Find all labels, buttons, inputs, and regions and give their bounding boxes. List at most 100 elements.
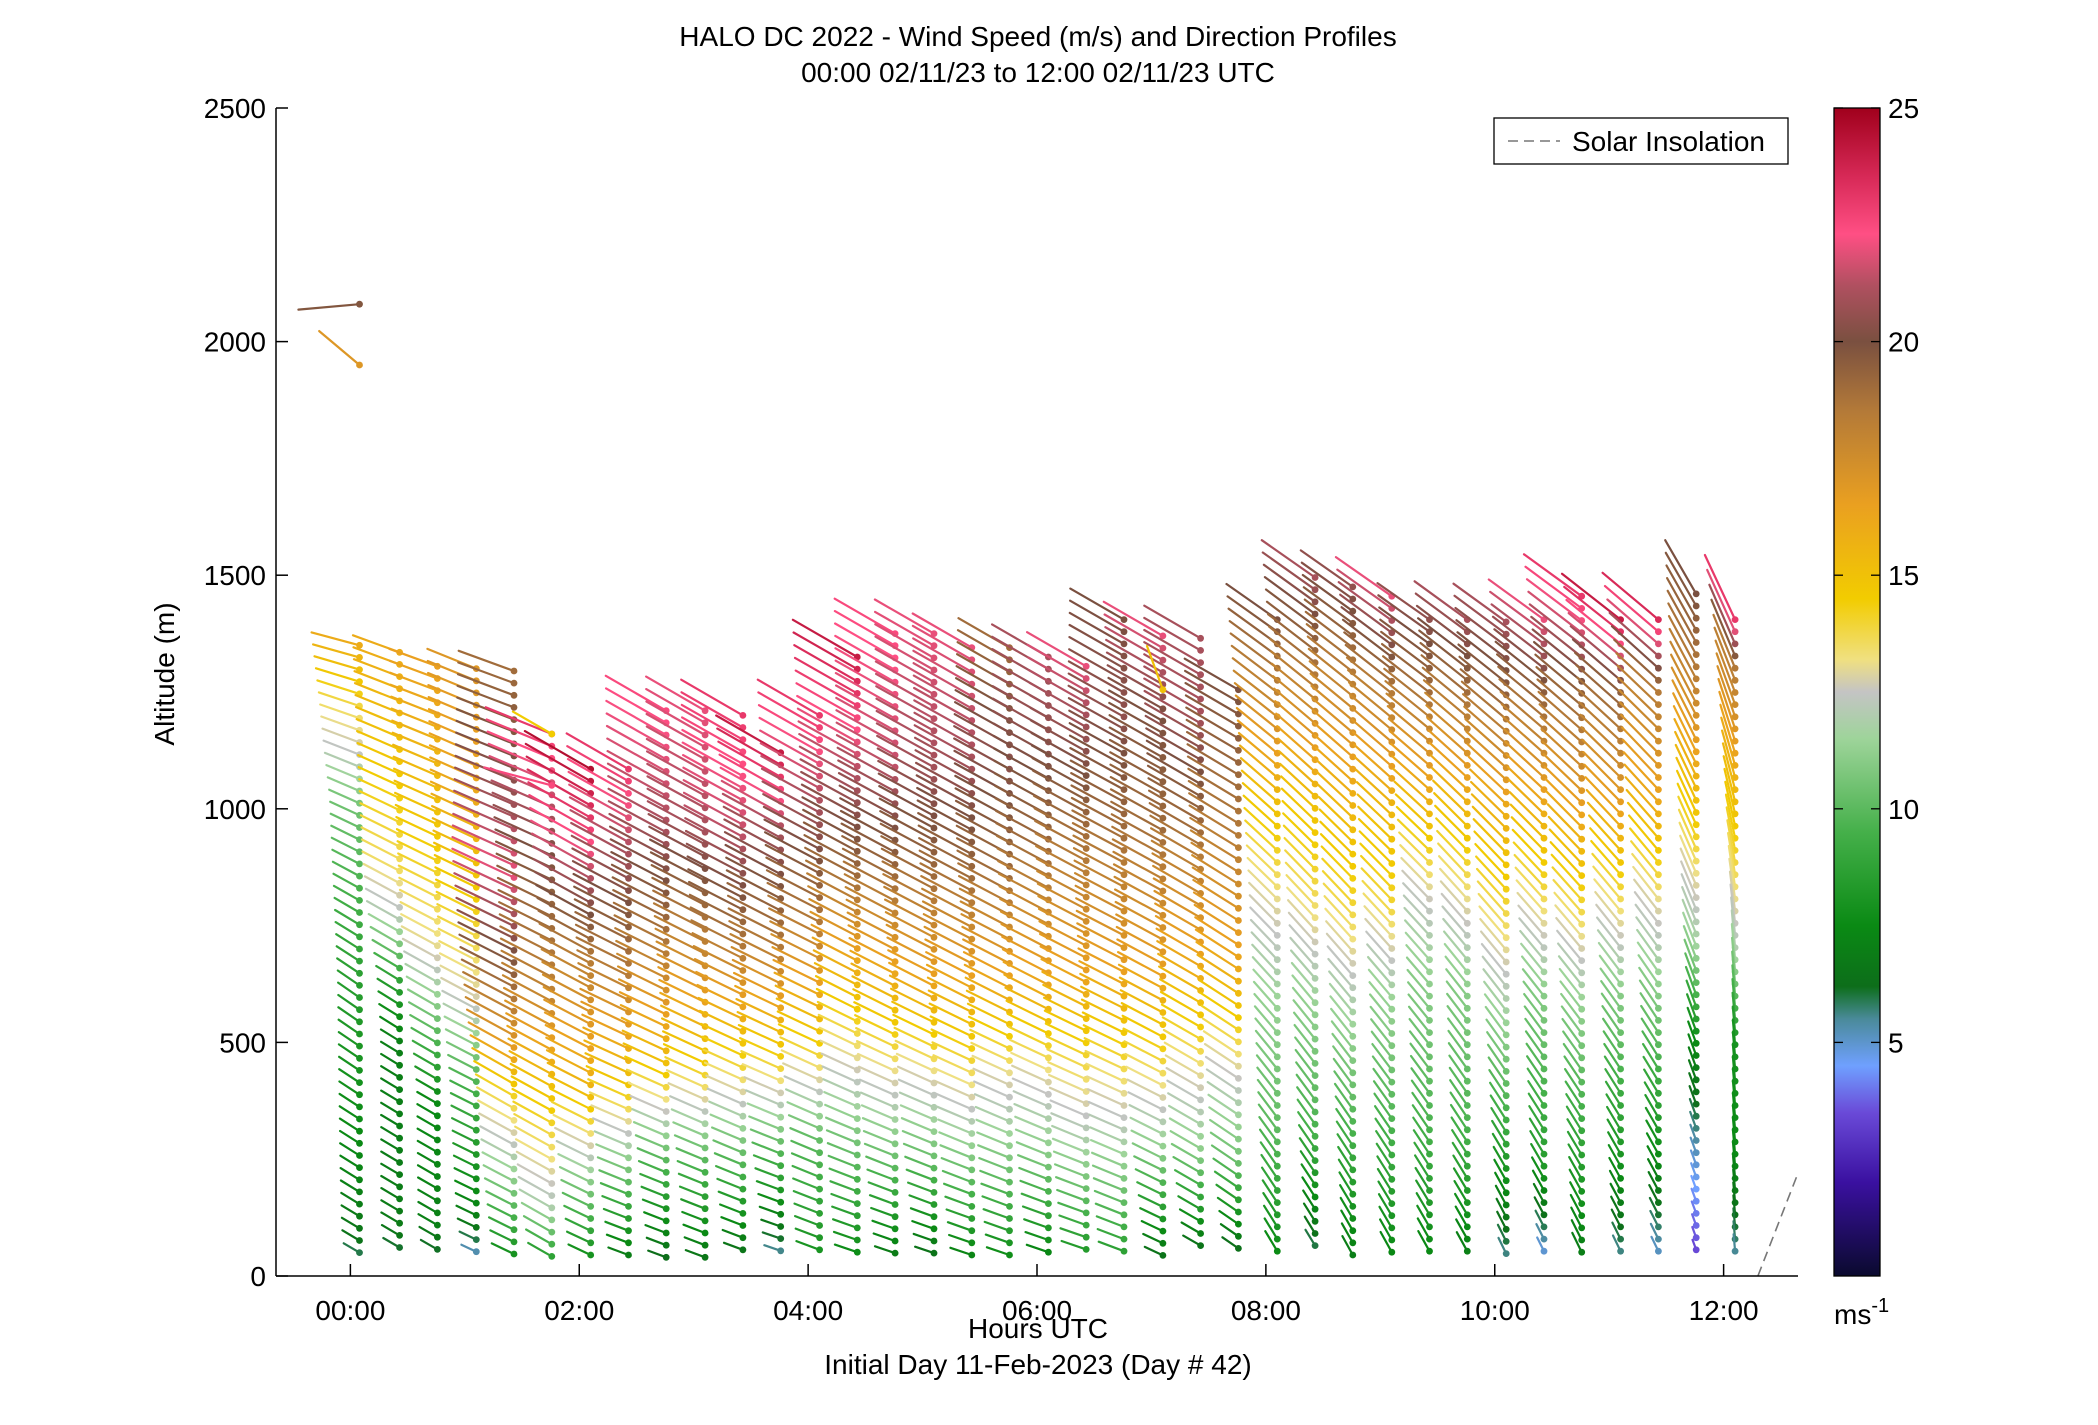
- wind-barb-dot: [1617, 956, 1624, 964]
- wind-barb-dot: [662, 1120, 670, 1128]
- wind-barb-dot: [1463, 664, 1471, 672]
- wind-barb: [1457, 643, 1508, 684]
- wind-barb: [723, 818, 782, 852]
- wind-barb: [702, 1048, 745, 1069]
- wind-barb: [1369, 1005, 1393, 1035]
- wind-barb-dot: [1540, 798, 1548, 806]
- wind-barb: [726, 894, 782, 924]
- wind-barb: [1336, 1133, 1354, 1159]
- wind-barb: [644, 675, 707, 712]
- wind-barb-dot: [968, 960, 976, 967]
- wind-barb: [1613, 638, 1660, 682]
- wind-barb: [741, 1063, 782, 1082]
- wind-barb: [692, 944, 745, 972]
- wind-barb: [1334, 1095, 1354, 1123]
- wind-barb: [1480, 942, 1508, 976]
- wind-barb-dot: [891, 1103, 899, 1111]
- wind-barb: [836, 746, 897, 781]
- wind-barb-dot: [777, 1065, 785, 1072]
- wind-barb-dot: [1159, 778, 1167, 786]
- wind-barb-dot: [1311, 926, 1319, 934]
- wind-barb: [1451, 1141, 1469, 1168]
- wind-barb: [1416, 1204, 1431, 1229]
- wind-barb: [1530, 615, 1583, 659]
- wind-barb-dot: [853, 738, 861, 746]
- wind-barb: [1242, 794, 1279, 828]
- wind-barb: [1367, 968, 1393, 999]
- wind-barb-dot: [1120, 664, 1128, 672]
- wind-barb-dot: [930, 1189, 938, 1196]
- wind-barb-dot: [1235, 1062, 1242, 1070]
- wind-barb-dot: [1235, 941, 1242, 949]
- wind-barb-dot: [1540, 1162, 1548, 1170]
- wind-barb: [1268, 637, 1317, 676]
- wind-barb-dot: [1540, 1004, 1548, 1012]
- wind-barb: [1368, 993, 1393, 1023]
- wind-barb: [1452, 1154, 1469, 1180]
- wind-barb-dot: [548, 730, 556, 738]
- wind-barb: [1038, 932, 1088, 959]
- wind-barb-dot: [356, 848, 363, 856]
- wind-barb-dot: [625, 1130, 632, 1137]
- wind-barb-dot: [1388, 750, 1396, 758]
- wind-barb-dot: [816, 1161, 823, 1169]
- wind-barb: [825, 1129, 859, 1144]
- wind-barb-dot: [968, 1130, 976, 1137]
- wind-barb-dot: [891, 958, 899, 965]
- wind-barb-dot: [1463, 1089, 1471, 1097]
- wind-barb: [1494, 1184, 1508, 1207]
- wind-barb-dot: [396, 952, 403, 960]
- wind-barb-dot: [1463, 992, 1471, 1000]
- wind-barb: [339, 1154, 361, 1169]
- wind-barb-dot: [1578, 1005, 1586, 1013]
- wind-barb: [1240, 769, 1279, 803]
- wind-barb: [914, 749, 973, 783]
- wind-barb-dot: [1197, 1035, 1204, 1043]
- wind-barb-dot: [1692, 1210, 1700, 1217]
- wind-barb: [339, 1166, 361, 1181]
- wind-barb: [1723, 767, 1737, 816]
- wind-barb: [1579, 713, 1622, 755]
- wind-barb-dot: [1273, 774, 1281, 781]
- wind-barb-dot: [1388, 957, 1396, 964]
- wind-barb-dot: [930, 1018, 938, 1026]
- wind-barb: [946, 1221, 973, 1232]
- wind-barb-dot: [1502, 958, 1510, 966]
- wind-barb: [889, 987, 936, 1012]
- wind-barb-dot: [739, 821, 747, 829]
- wind-barb: [1028, 681, 1088, 717]
- wind-barb-dot: [739, 1003, 747, 1011]
- wind-barb: [867, 1181, 897, 1194]
- wind-barb: [1108, 701, 1165, 735]
- wind-barb: [1683, 938, 1698, 972]
- wind-barb: [1253, 1005, 1279, 1034]
- wind-barb-dot: [853, 835, 861, 843]
- wind-barb-dot: [1540, 956, 1548, 964]
- wind-barb-dot: [1617, 944, 1624, 951]
- wind-barb: [1365, 930, 1393, 962]
- wind-barb-dot: [1655, 1065, 1662, 1073]
- wind-barb: [1392, 767, 1431, 803]
- wind-barb-dot: [1655, 762, 1662, 769]
- wind-barb-dot: [396, 1183, 403, 1191]
- wind-barb-dot: [434, 1003, 441, 1010]
- wind-barb: [1642, 1055, 1660, 1083]
- wind-barb: [818, 1026, 859, 1047]
- wind-barb-dot: [1311, 1242, 1319, 1249]
- wind-barb-dot: [1159, 814, 1167, 822]
- wind-barb: [1260, 1153, 1279, 1180]
- x-tick-label: 12:00: [1689, 1295, 1759, 1326]
- wind-barb: [746, 1102, 782, 1119]
- wind-barb-dot: [662, 1156, 670, 1164]
- wind-barb-dot: [816, 954, 823, 962]
- wind-barb-dot: [1349, 960, 1357, 967]
- wind-barb-dot: [1159, 1239, 1167, 1247]
- wind-barb-dot: [1006, 1239, 1013, 1247]
- wind-barb-dot: [1578, 1054, 1586, 1062]
- wind-barb-dot: [1540, 871, 1548, 879]
- wind-barb: [585, 1065, 630, 1087]
- wind-barb: [1715, 652, 1737, 706]
- wind-barb-dot: [1197, 987, 1204, 994]
- wind-barb-dot: [434, 966, 441, 974]
- wind-barb-dot: [662, 1229, 670, 1237]
